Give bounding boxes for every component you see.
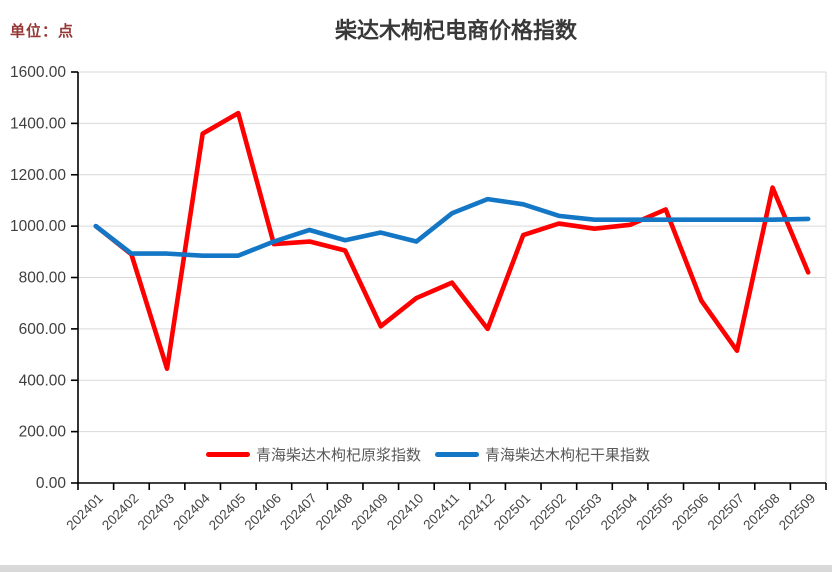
y-tick-label: 600.00 bbox=[19, 321, 67, 338]
x-tick-label: 202412 bbox=[455, 491, 497, 533]
x-tick-label: 202509 bbox=[776, 491, 818, 533]
x-tick-label: 202508 bbox=[740, 491, 782, 533]
series-line-dried-index bbox=[93, 196, 811, 258]
x-tick-label: 202408 bbox=[313, 491, 355, 533]
blue-line-swatch-icon bbox=[435, 452, 479, 457]
series-line-puree-index bbox=[93, 110, 811, 371]
y-tick-label: 200.00 bbox=[19, 424, 67, 441]
legend-label-puree: 青海柴达木枸杞原浆指数 bbox=[255, 447, 421, 464]
x-tick-label: 202506 bbox=[669, 491, 711, 533]
y-tick-label: 1400.00 bbox=[10, 115, 66, 132]
x-tick-label: 202505 bbox=[633, 491, 675, 533]
legend-label-dried: 青海柴达木枸杞干果指数 bbox=[485, 447, 651, 464]
x-tick-label: 202501 bbox=[491, 491, 533, 533]
x-tick-label: 202409 bbox=[348, 491, 390, 533]
page-title: 柴达木枸杞电商价格指数 bbox=[334, 18, 577, 43]
y-tick-label: 1600.00 bbox=[10, 64, 66, 81]
y-tick-label: 800.00 bbox=[19, 270, 67, 287]
x-tick-label: 202401 bbox=[63, 491, 105, 533]
y-tick-label: 0.00 bbox=[36, 475, 67, 492]
y-tick-label: 1200.00 bbox=[10, 167, 66, 184]
x-tick-label: 202502 bbox=[527, 491, 569, 533]
x-tick-label: 202503 bbox=[562, 491, 604, 533]
y-tick-label: 1000.00 bbox=[10, 218, 66, 235]
window-bottom-edge bbox=[0, 565, 832, 572]
x-tick-label: 202402 bbox=[99, 491, 141, 533]
x-tick-label: 202403 bbox=[135, 491, 177, 533]
x-tick-label: 202504 bbox=[598, 490, 641, 533]
legend-item-dried-index[interactable]: 青海柴达木枸杞干果指数 bbox=[435, 444, 650, 465]
x-tick-label: 202406 bbox=[242, 491, 284, 533]
x-tick-label: 202404 bbox=[170, 490, 213, 533]
red-line-swatch-icon bbox=[205, 452, 250, 457]
x-tick-label: 202410 bbox=[384, 491, 426, 533]
y-tick-label: 400.00 bbox=[19, 372, 67, 389]
x-tick-label: 202407 bbox=[277, 491, 319, 533]
x-tick-label: 202507 bbox=[705, 491, 747, 533]
x-tick-label: 202411 bbox=[420, 491, 462, 533]
x-tick-label: 202405 bbox=[206, 491, 248, 533]
legend-item-puree-index[interactable]: 青海柴达木枸杞原浆指数 bbox=[205, 444, 421, 465]
unit-label: 单位：点 bbox=[10, 23, 75, 40]
legend: 青海柴达木枸杞原浆指数 青海柴达木枸杞干果指数 bbox=[78, 444, 778, 465]
